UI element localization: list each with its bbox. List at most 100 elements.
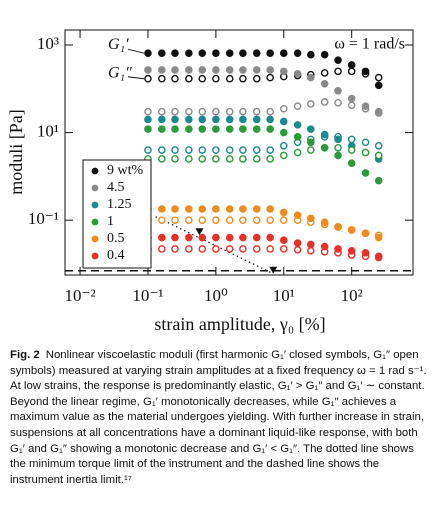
annotation: ω = 1 rad/s: [334, 36, 405, 53]
filled-marker: [266, 205, 274, 213]
open-marker: [293, 148, 302, 157]
legend-label: 1: [107, 214, 114, 229]
filled-marker: [320, 130, 329, 139]
open-marker: [239, 146, 247, 154]
open-marker: [158, 155, 166, 163]
open-marker: [306, 100, 315, 108]
open-marker: [171, 107, 179, 116]
filled-marker: [225, 49, 234, 57]
open-marker: [171, 216, 179, 224]
filled-marker: [347, 246, 356, 255]
open-marker: [361, 148, 370, 157]
open-marker: [198, 155, 207, 163]
open-marker: [279, 245, 288, 253]
legend-label: 0.4: [107, 248, 125, 263]
y-tick-label: 10¹: [37, 121, 59, 140]
open-marker: [225, 107, 234, 116]
open-marker: [320, 69, 329, 77]
filled-marker: [266, 233, 274, 242]
open-marker: [279, 151, 288, 160]
filled-marker: [225, 205, 234, 213]
filled-marker: [279, 49, 288, 57]
filled-marker: [252, 49, 261, 57]
filled-marker: [252, 205, 261, 213]
filled-marker: [212, 233, 220, 242]
open-marker: [293, 102, 302, 111]
filled-marker: [144, 49, 152, 57]
open-marker: [158, 245, 166, 253]
open-marker: [334, 98, 342, 107]
open-marker: [239, 107, 247, 116]
filled-marker: [198, 233, 207, 242]
open-marker: [171, 245, 179, 253]
legend-label: 1.25: [107, 197, 132, 212]
filled-marker: [279, 67, 288, 76]
filled-marker: [198, 49, 207, 57]
open-marker: [144, 107, 152, 116]
open-marker: [225, 155, 234, 163]
open-marker: [374, 73, 383, 82]
annotation-line: [127, 76, 145, 80]
plot-frame: [64, 29, 414, 276]
filled-marker: [171, 125, 179, 133]
open-marker: [212, 74, 220, 83]
open-marker: [225, 74, 234, 83]
legend-marker: [91, 252, 99, 260]
open-marker: [347, 135, 356, 144]
x-tick-label: 10¹: [273, 286, 295, 305]
open-marker: [266, 245, 274, 253]
open-marker: [225, 245, 234, 253]
open-marker: [239, 245, 247, 253]
chart: moduli [Pa] strain amplitude, γ₀ [%] 10⁻…: [6, 29, 414, 334]
filled-marker: [347, 61, 356, 69]
open-marker: [198, 216, 207, 224]
legend-box: [82, 159, 152, 269]
filled-marker: [306, 214, 315, 223]
filled-marker: [334, 151, 342, 160]
open-marker: [252, 155, 261, 163]
legend-marker: [91, 184, 99, 192]
open-marker: [185, 74, 193, 83]
filled-marker: [320, 50, 329, 59]
open-marker: [279, 104, 288, 113]
filled-marker: [144, 125, 152, 133]
filled-marker: [185, 49, 193, 57]
open-marker: [185, 216, 193, 224]
filled-marker: [144, 115, 152, 124]
filled-marker: [266, 115, 274, 124]
filled-marker: [293, 211, 302, 219]
filled-marker: [239, 115, 247, 124]
filled-marker: [334, 86, 342, 95]
open-marker: [212, 245, 220, 253]
filled-marker: [374, 81, 383, 90]
open-marker: [239, 74, 247, 83]
filled-marker: [306, 73, 315, 82]
open-marker: [171, 155, 179, 163]
filled-marker: [374, 176, 383, 185]
filled-marker: [374, 252, 383, 261]
filled-marker: [347, 159, 356, 167]
filled-marker: [212, 49, 220, 57]
filled-marker: [144, 66, 152, 74]
filled-marker: [306, 50, 315, 59]
open-marker: [252, 146, 261, 154]
filled-marker: [266, 66, 274, 74]
open-marker: [347, 146, 356, 154]
filled-marker: [293, 49, 302, 57]
filled-marker: [198, 125, 207, 133]
filled-marker: [252, 66, 261, 74]
open-marker: [320, 98, 329, 106]
open-marker: [185, 245, 193, 253]
filled-marker: [239, 233, 247, 242]
filled-marker: [212, 66, 220, 74]
legend-marker: [91, 167, 99, 175]
y-tick-label: 10³: [37, 34, 59, 53]
filled-marker: [320, 143, 329, 152]
open-marker: [266, 146, 274, 154]
filled-marker: [225, 233, 234, 242]
open-marker: [293, 246, 302, 254]
open-marker: [225, 216, 234, 224]
open-marker: [252, 107, 261, 116]
open-marker: [144, 74, 152, 83]
filled-marker: [158, 125, 166, 133]
